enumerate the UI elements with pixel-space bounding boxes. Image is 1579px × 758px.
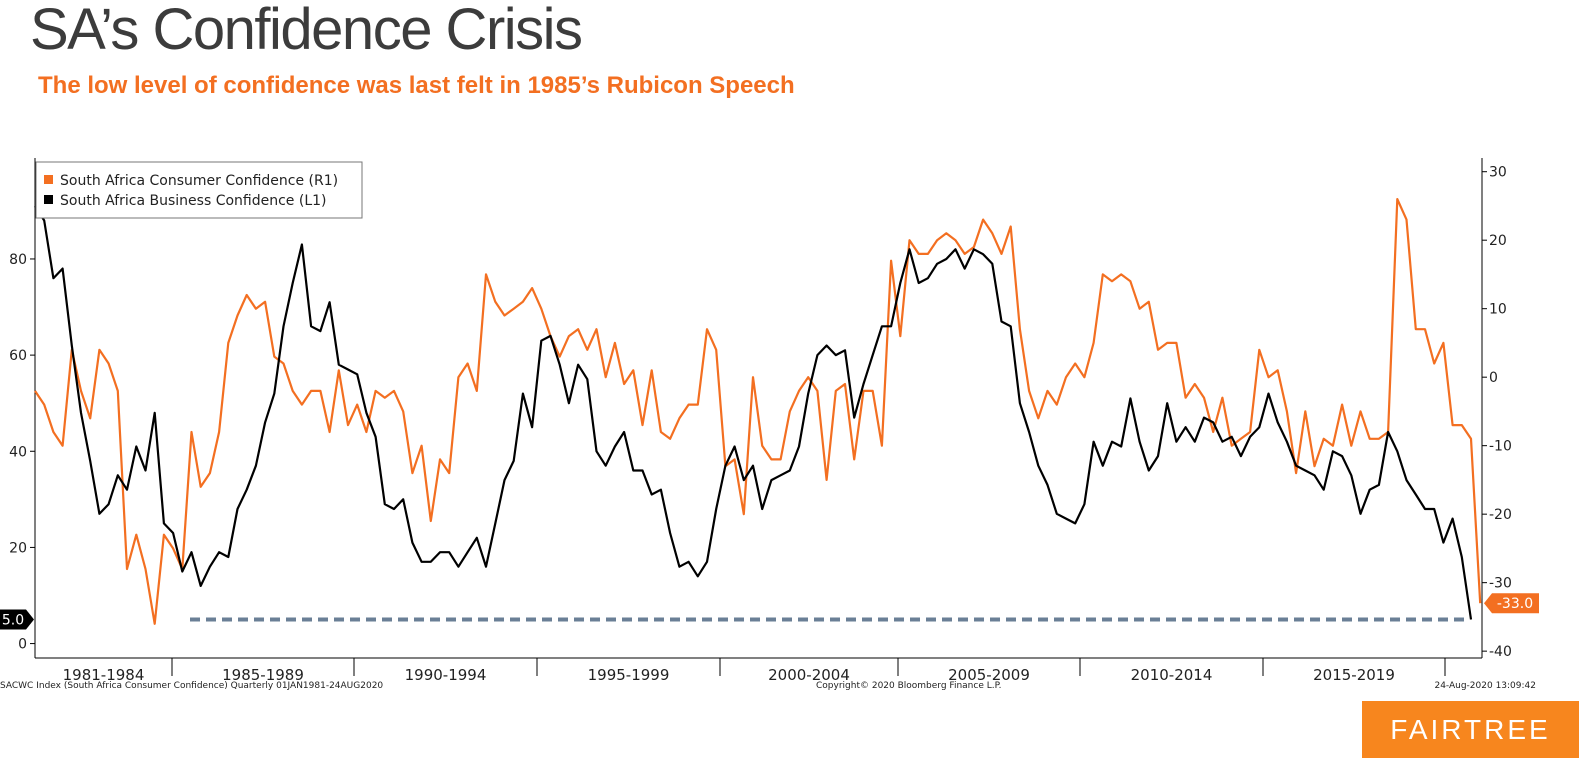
x-category-label: 1990-1994: [405, 666, 487, 684]
series-layer: -33.0: [34, 197, 1539, 625]
x-category-label: 1995-1999: [588, 666, 670, 684]
right-tick-label: 30: [1489, 165, 1507, 181]
x-axis: 1981-1984 1985-1989 1990-1994 1995-1999 2000…: [63, 658, 1446, 684]
reference-value-badge: 5.0: [0, 609, 34, 630]
x-category-label: 1981-1984: [63, 666, 145, 684]
right-tick-label: -10: [1489, 439, 1512, 455]
page-subtitle: The low level of confidence was last fel…: [38, 72, 795, 99]
footer-timestamp: 24-Aug-2020 13:09:42: [1434, 681, 1536, 691]
series-line-consumer: [34, 197, 1482, 625]
series-line-business: [34, 205, 1473, 620]
left-tick-label: 20: [9, 540, 27, 556]
legend-swatch-consumer: [44, 175, 53, 184]
legend: South Africa Consumer Confidence (R1) So…: [35, 161, 363, 219]
x-category-label: 2005-2009: [948, 666, 1030, 684]
left-axis: 0 20 40 60 80: [9, 252, 35, 653]
left-tick-label: 80: [9, 252, 27, 268]
page-title: SA’s Confidence Crisis: [30, 0, 583, 62]
x-category-label: 2015-2019: [1313, 666, 1395, 684]
reference-badge-label: 5.0: [2, 613, 24, 629]
left-tick-label: 60: [9, 348, 27, 364]
right-tick-label: -30: [1489, 576, 1512, 592]
fairtree-logo: FAIRTREE: [1362, 701, 1579, 758]
badge-label: -33.0: [1497, 596, 1533, 612]
right-tick-label: 10: [1489, 302, 1507, 318]
right-tick-label: -40: [1489, 644, 1512, 660]
footer-copyright: Copyright© 2020 Bloomberg Finance L.P.: [816, 681, 1001, 691]
x-category-label: 1985-1989: [222, 666, 304, 684]
legend-swatch-business: [44, 195, 53, 204]
legend-label-consumer: South Africa Consumer Confidence (R1): [60, 173, 338, 189]
x-category-label: 2010-2014: [1131, 666, 1213, 684]
right-tick-label: 20: [1489, 233, 1507, 249]
left-tick-label: 0: [18, 637, 27, 653]
badge-shape: [1484, 593, 1539, 614]
consumer-last-value-badge: -33.0: [1484, 593, 1539, 614]
x-category-label: 2000-2004: [768, 666, 850, 684]
legend-box: [35, 161, 363, 219]
right-tick-label: 0: [1489, 370, 1498, 386]
reference-badge-shape: [0, 609, 34, 630]
left-tick-label: 40: [9, 444, 27, 460]
footer-source: SACWC Index (South Africa Consumer Confi…: [0, 681, 383, 691]
reference-line-layer: 5.0: [0, 609, 1470, 630]
legend-label-business: South Africa Business Confidence (L1): [60, 193, 327, 209]
right-tick-label: -20: [1489, 507, 1512, 523]
right-axis: -40 -30 -20 -10 0 10 20 30: [1482, 165, 1512, 660]
